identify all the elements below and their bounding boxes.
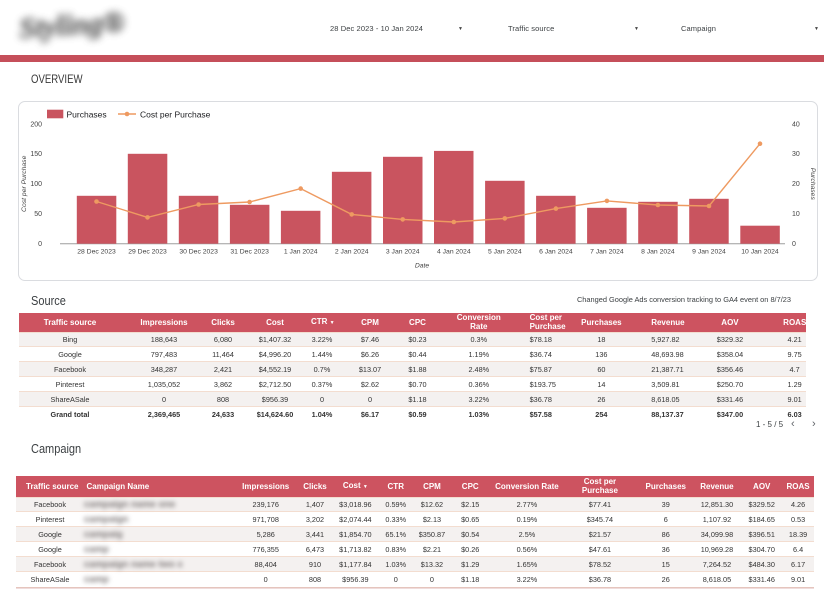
svg-text:0: 0 <box>38 241 42 248</box>
svg-text:29 Dec 2023: 29 Dec 2023 <box>128 249 167 256</box>
svg-text:3 Jan 2024: 3 Jan 2024 <box>386 249 420 256</box>
svg-text:9 Jan 2024: 9 Jan 2024 <box>692 249 726 256</box>
svg-text:4 Jan 2024: 4 Jan 2024 <box>437 249 471 256</box>
svg-text:0: 0 <box>792 241 796 248</box>
svg-text:40: 40 <box>792 121 800 128</box>
svg-text:8 Jan 2024: 8 Jan 2024 <box>641 249 675 256</box>
svg-text:10: 10 <box>792 211 800 218</box>
svg-text:6 Jan 2024: 6 Jan 2024 <box>539 249 573 256</box>
svg-text:28 Dec 2023: 28 Dec 2023 <box>77 249 116 256</box>
svg-text:1 Jan 2024: 1 Jan 2024 <box>284 249 318 256</box>
svg-text:20: 20 <box>792 181 800 188</box>
svg-text:Purchases: Purchases <box>809 168 816 201</box>
svg-text:30 Dec 2023: 30 Dec 2023 <box>179 249 218 256</box>
svg-text:7 Jan 2024: 7 Jan 2024 <box>590 249 624 256</box>
svg-text:2 Jan 2024: 2 Jan 2024 <box>335 249 369 256</box>
svg-text:Styling®: Styling® <box>18 6 125 45</box>
svg-text:10 Jan 2024: 10 Jan 2024 <box>741 249 779 256</box>
svg-text:Cost per Purchase: Cost per Purchase <box>140 110 211 120</box>
svg-text:200: 200 <box>30 121 42 128</box>
svg-text:31 Dec 2023: 31 Dec 2023 <box>230 249 269 256</box>
svg-text:Cost per Purchase: Cost per Purchase <box>21 155 28 212</box>
svg-text:5 Jan 2024: 5 Jan 2024 <box>488 249 522 256</box>
svg-text:50: 50 <box>34 211 42 218</box>
svg-text:Date: Date <box>415 263 430 270</box>
svg-text:150: 150 <box>30 151 42 158</box>
svg-text:30: 30 <box>792 151 800 158</box>
svg-text:Purchases: Purchases <box>67 110 107 120</box>
svg-text:100: 100 <box>30 181 42 188</box>
